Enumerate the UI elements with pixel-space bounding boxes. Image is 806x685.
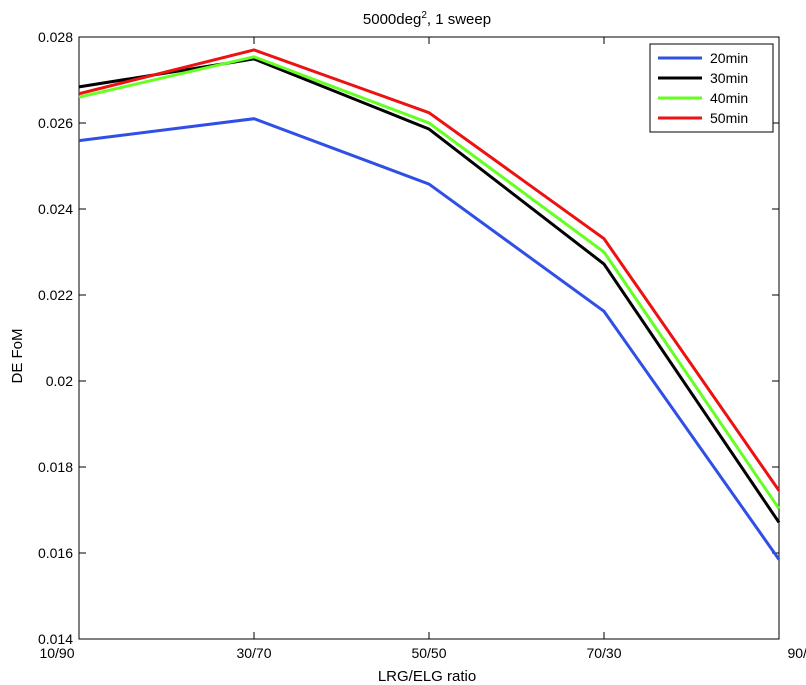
y-tick-label: 0.02 bbox=[46, 373, 73, 389]
series-line-50min bbox=[78, 48, 781, 492]
y-tick-label: 0.018 bbox=[38, 459, 73, 475]
y-tick-label: 0.026 bbox=[38, 115, 73, 131]
legend-label: 30min bbox=[710, 70, 748, 86]
y-tick-label: 0.016 bbox=[38, 545, 73, 561]
series-line-30min bbox=[78, 57, 781, 524]
y-tick-label: 0.028 bbox=[38, 29, 73, 45]
x-tick-label: 90/10 bbox=[787, 645, 806, 661]
y-tick-label: 0.022 bbox=[38, 287, 73, 303]
legend-label: 20min bbox=[710, 50, 748, 66]
plot-area: 0.014 0.016 0.018 0.02 0.022 0.024 0.026 0.028 1… bbox=[38, 29, 806, 661]
y-tick-label: 0.024 bbox=[38, 201, 73, 217]
x-tick-label: 30/70 bbox=[236, 645, 271, 661]
x-tick-label: 70/30 bbox=[586, 645, 621, 661]
series-line-20min bbox=[78, 117, 781, 561]
y-axis-label: DE FoM bbox=[9, 328, 26, 383]
legend-label: 40min bbox=[710, 90, 748, 106]
y-tick-label: 0.014 bbox=[38, 631, 73, 647]
x-tick-label: 10/90 bbox=[39, 645, 74, 661]
legend: 20min 30min 40min 50min bbox=[649, 43, 774, 133]
x-axis-label: LRG/ELG ratio bbox=[378, 668, 476, 685]
chart-title: 5000deg2, 1 sweep bbox=[363, 10, 491, 28]
x-tick-label: 50/50 bbox=[411, 645, 446, 661]
legend-label: 50min bbox=[710, 110, 748, 126]
series-line-40min bbox=[78, 55, 781, 510]
